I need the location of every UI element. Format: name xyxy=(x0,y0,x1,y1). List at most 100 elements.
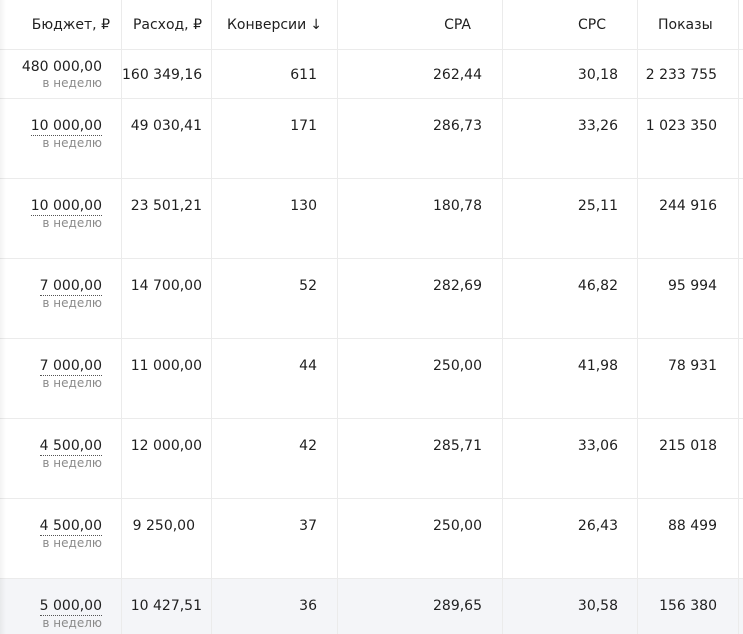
spend-cell: 49 030,41 xyxy=(130,118,202,134)
column-header-conversions[interactable]: Конверсии ↓ xyxy=(212,0,322,50)
cpc-cell: 33,26 xyxy=(577,118,618,134)
column-header-label: CPA xyxy=(444,17,471,33)
conversions-cell: 171 xyxy=(290,118,317,134)
budget-amount[interactable]: 10 000,00 xyxy=(30,118,102,136)
column-header-label: Расход, ₽ xyxy=(132,17,202,33)
impressions-cell: 244 916 xyxy=(659,198,717,214)
budget-period: в неделю xyxy=(42,536,102,550)
budget-amount[interactable]: 7 000,00 xyxy=(39,358,102,376)
cpa-cell: 250,00 xyxy=(433,358,482,374)
budget-amount[interactable]: 10 000,00 xyxy=(30,198,102,216)
spend-cell: 14 700,00 xyxy=(130,278,202,294)
column-header-label: CPC xyxy=(578,17,606,33)
impressions-cell: 95 994 xyxy=(668,278,717,294)
table-row[interactable]: 7 000,00 в неделю 11 000,00 44 250,00 41… xyxy=(0,339,743,419)
column-header-label: Конверсии xyxy=(226,17,307,33)
impressions-cell: 215 018 xyxy=(659,438,717,454)
row-divider xyxy=(0,178,743,179)
impressions-cell: 88 499 xyxy=(668,518,717,534)
spend-cell: 10 427,51 xyxy=(130,598,202,614)
table-row[interactable]: 480 000,00 в неделю 160 349,16 611 262,4… xyxy=(0,50,743,99)
budget-period: в неделю xyxy=(42,136,102,150)
cpa-cell: 285,71 xyxy=(433,438,482,454)
row-divider xyxy=(0,258,743,259)
spend-cell: 23 501,21 xyxy=(130,198,202,214)
table-row[interactable]: 10 000,00 в неделю 23 501,21 130 180,78 … xyxy=(0,179,743,259)
column-header-cpa[interactable]: CPA xyxy=(338,0,471,50)
cpc-cell: 33,06 xyxy=(577,438,618,454)
budget-cell: 7 000,00 в неделю xyxy=(0,339,102,419)
scroll-shadow xyxy=(0,0,6,634)
column-header-impressions[interactable]: Показы xyxy=(658,0,733,50)
column-header-budget[interactable]: Бюджет, ₽ xyxy=(0,0,110,50)
conversions-cell: 36 xyxy=(299,598,317,614)
budget-cell: 4 500,00 в неделю xyxy=(0,499,102,579)
budget-cell: 10 000,00 в неделю xyxy=(0,99,102,179)
column-header-label: Бюджет, ₽ xyxy=(31,17,110,33)
sort-arrow-down-icon: ↓ xyxy=(310,17,322,33)
budget-cell: 10 000,00 в неделю xyxy=(0,179,102,259)
budget-cell: 4 500,00 в неделю xyxy=(0,419,102,499)
spend-cell: 12 000,00 xyxy=(130,438,202,454)
row-divider xyxy=(0,418,743,419)
conversions-cell: 37 xyxy=(299,518,317,534)
cpa-cell: 180,78 xyxy=(433,198,482,214)
cpc-cell: 41,98 xyxy=(577,358,618,374)
budget-period: в неделю xyxy=(42,616,102,630)
impressions-cell: 78 931 xyxy=(668,358,717,374)
budget-period: в неделю xyxy=(42,76,102,90)
cpc-cell: 26,43 xyxy=(577,518,618,534)
column-divider xyxy=(211,0,212,634)
budget-amount[interactable]: 4 500,00 xyxy=(39,438,102,456)
column-header-cpc[interactable]: CPC xyxy=(503,0,606,50)
budget-amount[interactable]: 7 000,00 xyxy=(39,278,102,296)
budget-cell: 480 000,00 в неделю xyxy=(0,50,102,99)
cpc-cell: 30,18 xyxy=(577,67,618,83)
budget-period: в неделю xyxy=(42,376,102,390)
row-divider xyxy=(0,578,743,579)
cpa-cell: 262,44 xyxy=(433,67,482,83)
budget-amount[interactable]: 5 000,00 xyxy=(39,598,102,616)
budget-amount: 480 000,00 xyxy=(21,59,102,75)
row-divider xyxy=(0,338,743,339)
impressions-cell: 1 023 350 xyxy=(645,118,717,134)
impressions-cell: 156 380 xyxy=(659,598,717,614)
budget-amount[interactable]: 4 500,00 xyxy=(39,518,102,536)
table-row[interactable]: 4 500,00 в неделю 9 250,00 37 250,00 26,… xyxy=(0,499,743,579)
cpc-cell: 25,11 xyxy=(577,198,618,214)
column-divider xyxy=(337,0,338,634)
row-divider xyxy=(0,498,743,499)
budget-period: в неделю xyxy=(42,296,102,310)
conversions-cell: 44 xyxy=(299,358,317,374)
impressions-cell: 2 233 755 xyxy=(645,67,717,83)
spend-cell: 160 349,16 xyxy=(122,67,203,83)
conversions-cell: 130 xyxy=(290,198,317,214)
column-header-label: Показы xyxy=(658,17,713,33)
column-divider xyxy=(738,0,739,634)
budget-cell: 7 000,00 в неделю xyxy=(0,259,102,339)
row-divider xyxy=(0,98,743,99)
conversions-cell: 611 xyxy=(290,67,317,83)
header-divider xyxy=(0,49,743,50)
budget-cell: 5 000,00 в неделю xyxy=(0,579,102,634)
table-row[interactable]: 4 500,00 в неделю 12 000,00 42 285,71 33… xyxy=(0,419,743,499)
column-divider xyxy=(121,0,122,634)
conversions-cell: 42 xyxy=(299,438,317,454)
cpa-cell: 286,73 xyxy=(433,118,482,134)
column-divider xyxy=(502,0,503,634)
column-header-spend[interactable]: Расход, ₽ xyxy=(122,0,202,50)
budget-period: в неделю xyxy=(42,456,102,470)
conversions-cell: 52 xyxy=(299,278,317,294)
spend-cell: 9 250,00 xyxy=(132,518,195,534)
cpc-cell: 30,58 xyxy=(577,598,618,614)
cpa-cell: 250,00 xyxy=(433,518,482,534)
cpc-cell: 46,82 xyxy=(577,278,618,294)
table-row[interactable]: 10 000,00 в неделю 49 030,41 171 286,73 … xyxy=(0,99,743,179)
budget-period: в неделю xyxy=(42,216,102,230)
column-divider xyxy=(637,0,638,634)
table-row[interactable]: 5 000,00 в неделю 10 427,51 36 289,65 30… xyxy=(0,579,743,634)
cpa-cell: 289,65 xyxy=(433,598,482,614)
cpa-cell: 282,69 xyxy=(433,278,482,294)
table-row[interactable]: 7 000,00 в неделю 14 700,00 52 282,69 46… xyxy=(0,259,743,339)
